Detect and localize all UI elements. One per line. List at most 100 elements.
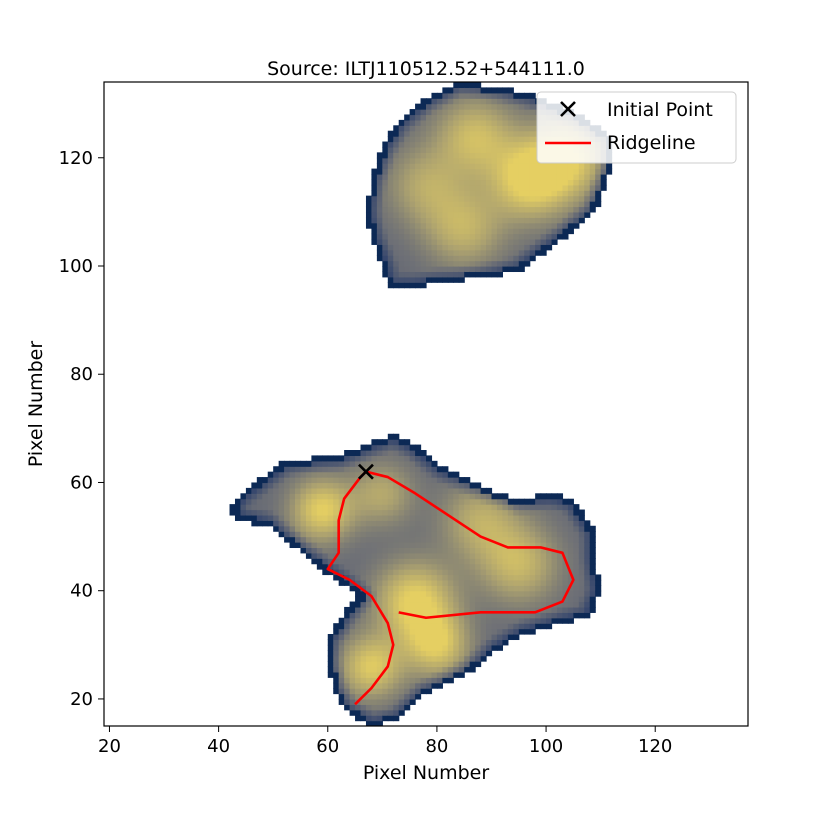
heatmap-cell <box>365 634 373 641</box>
heatmap-cell <box>496 195 504 202</box>
heatmap-cell <box>393 628 400 635</box>
heatmap-cell <box>333 542 340 549</box>
heatmap-cell <box>458 119 465 126</box>
heatmap-cell <box>486 574 493 581</box>
heatmap-cell <box>436 644 443 651</box>
heatmap-cell <box>584 190 591 197</box>
heatmap-cell <box>404 136 411 143</box>
heatmap-cell <box>486 244 493 251</box>
heatmap-cell <box>355 628 362 635</box>
heatmap-cell <box>469 655 476 662</box>
heatmap-cell <box>496 206 504 213</box>
heatmap-cell <box>562 222 569 229</box>
heatmap-cell <box>469 666 476 673</box>
heatmap-cell <box>415 482 422 489</box>
heatmap-cell <box>371 450 378 457</box>
heatmap-cell <box>305 536 312 543</box>
heatmap-cell <box>546 585 553 592</box>
heatmap-cell <box>349 677 356 684</box>
heatmap-cell <box>480 244 487 251</box>
heatmap-cell <box>333 671 340 678</box>
heatmap-cell <box>436 136 443 143</box>
heatmap-cell <box>404 238 411 245</box>
heatmap-cell <box>393 596 400 603</box>
heatmap-cell <box>398 552 405 559</box>
heatmap-cell <box>387 482 394 489</box>
heatmap-cell <box>393 238 400 245</box>
heatmap-cell <box>426 677 433 684</box>
heatmap-cell <box>442 92 449 99</box>
heatmap-cell <box>436 233 443 240</box>
heatmap-cell <box>409 471 416 478</box>
heatmap-cell <box>355 542 362 549</box>
heatmap-cell <box>387 206 394 213</box>
heatmap-cell <box>349 623 356 630</box>
heatmap-cell <box>535 201 542 208</box>
heatmap-cell <box>595 179 602 186</box>
heatmap-cell <box>436 168 443 175</box>
heatmap-cell <box>344 704 351 711</box>
heatmap-cell <box>365 655 373 662</box>
heatmap-cell <box>426 266 433 273</box>
heatmap-cell <box>426 276 433 283</box>
heatmap-cell <box>551 233 558 240</box>
heatmap-cell <box>513 211 520 218</box>
heatmap-cell <box>344 487 351 494</box>
heatmap-cell <box>420 276 427 283</box>
heatmap-cell <box>469 536 476 543</box>
heatmap-cell <box>573 563 580 570</box>
heatmap-cell <box>480 87 487 94</box>
heatmap-cell <box>365 720 373 726</box>
heatmap-cell <box>333 525 340 532</box>
heatmap-cell <box>458 585 465 592</box>
heatmap-cell <box>584 552 591 559</box>
heatmap-cell <box>393 282 400 289</box>
heatmap-cell <box>436 130 443 137</box>
heatmap-cell <box>267 504 274 511</box>
heatmap-cell <box>518 612 525 619</box>
heatmap-cell <box>480 525 487 532</box>
heatmap-cell <box>338 520 345 527</box>
heatmap-cell <box>529 141 536 148</box>
heatmap-cell <box>480 92 487 99</box>
heatmap-cell <box>469 552 476 559</box>
heatmap-cell <box>486 190 493 197</box>
heatmap-cell <box>420 238 427 245</box>
heatmap-cell <box>382 233 389 240</box>
heatmap-cell <box>535 596 542 603</box>
heatmap-cell <box>387 163 394 170</box>
heatmap-cell <box>305 477 312 484</box>
heatmap-cell <box>344 606 351 613</box>
heatmap-cell <box>415 671 422 678</box>
heatmap-cell <box>436 146 443 153</box>
heatmap-cell <box>458 493 465 500</box>
heatmap-cell <box>556 585 564 592</box>
heatmap-cell <box>458 498 465 505</box>
heatmap-cell <box>475 493 482 500</box>
heatmap-cell <box>486 617 493 624</box>
heatmap-cell <box>475 542 482 549</box>
heatmap-cell <box>376 547 383 554</box>
heatmap-cell <box>562 179 569 186</box>
heatmap-cell <box>567 542 574 549</box>
heatmap-cell <box>518 260 525 267</box>
heatmap-cell <box>540 493 547 500</box>
heatmap-cell <box>469 661 476 668</box>
heatmap-cell <box>464 574 471 581</box>
heatmap-cell <box>447 498 454 505</box>
heatmap-cell <box>480 228 487 235</box>
heatmap-cell <box>431 228 438 235</box>
heatmap-cell <box>567 612 574 619</box>
heatmap-cell <box>409 238 416 245</box>
heatmap-cell <box>524 542 531 549</box>
heatmap-cell <box>529 585 536 592</box>
heatmap-cell <box>573 514 580 521</box>
heatmap-cell <box>442 644 449 651</box>
heatmap-cell <box>502 585 509 592</box>
heatmap-cell <box>426 146 433 153</box>
heatmap-cell <box>578 585 585 592</box>
heatmap-cell <box>234 509 242 516</box>
heatmap-cell <box>387 677 394 684</box>
heatmap-cell <box>382 141 389 148</box>
heatmap-cell <box>295 460 302 467</box>
